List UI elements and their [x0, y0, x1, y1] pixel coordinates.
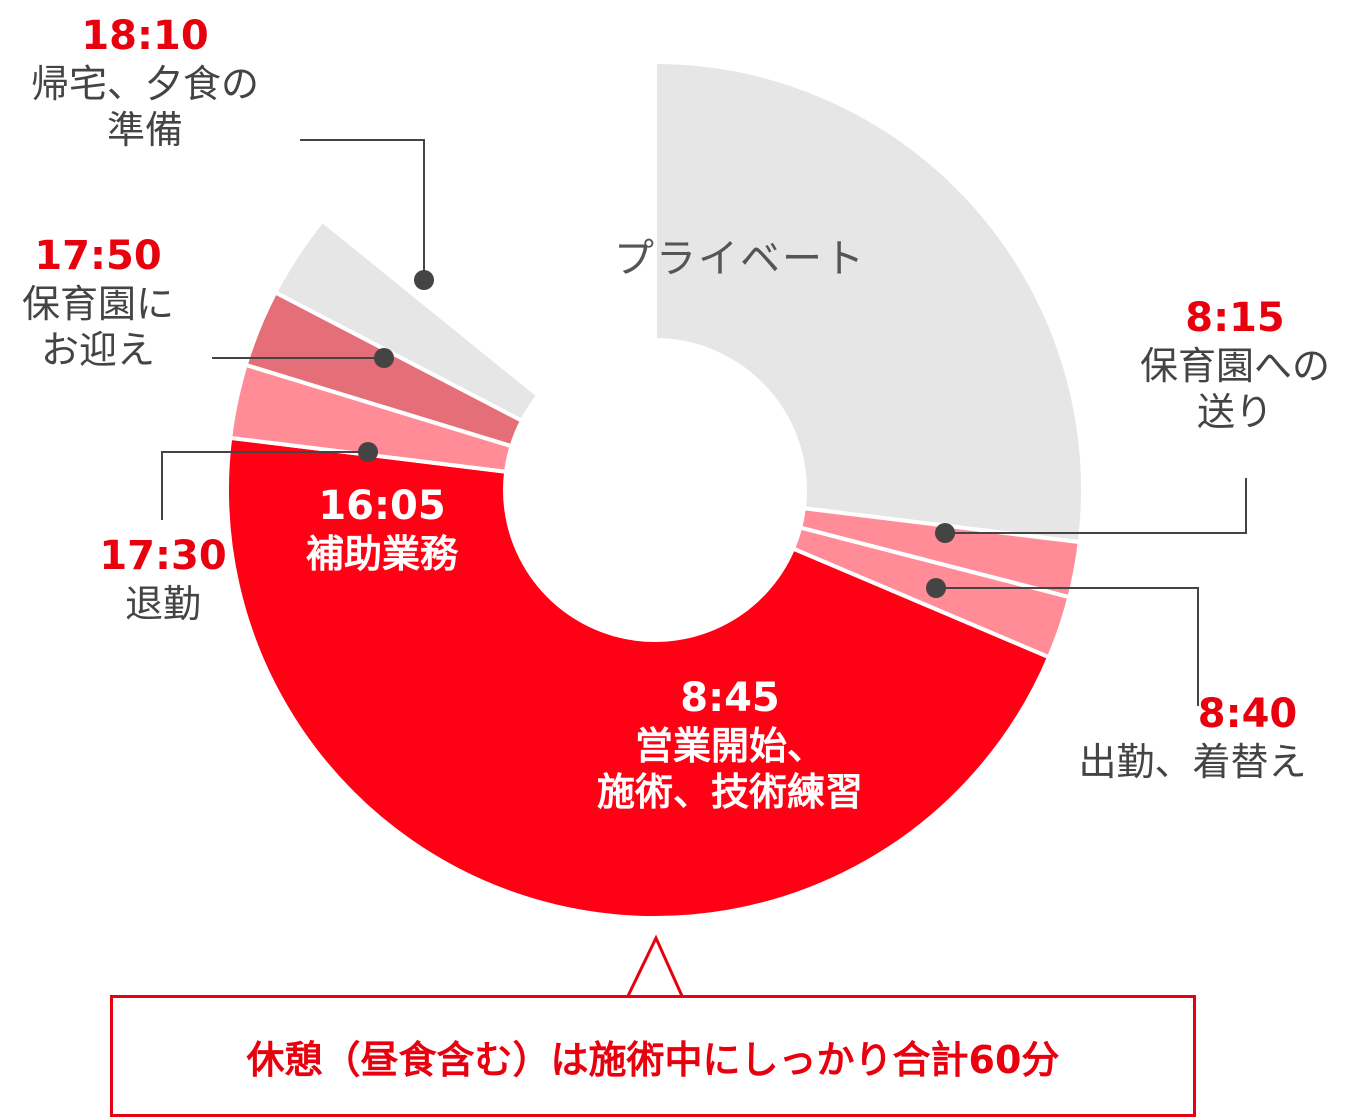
- segment-label-private: プライベート: [614, 236, 866, 282]
- donut-segments: [225, 59, 1085, 920]
- label-16-05: 16:05 補助業務: [272, 482, 492, 577]
- activity-text: 施術、技術練習: [596, 770, 863, 815]
- leader-line: [945, 478, 1247, 534]
- label-17-30: 17:30 退勤: [88, 532, 238, 627]
- activity-text: 補助業務: [305, 531, 458, 576]
- activity-text: 営業開始、: [634, 723, 825, 768]
- note-text: 休憩（昼食含む）は施術中にしっかり合計60分: [246, 1037, 1060, 1082]
- donut-segment: [272, 217, 542, 424]
- callout-pointer: [626, 934, 684, 997]
- leader-line: [936, 587, 1199, 706]
- leader-dot: [926, 578, 946, 598]
- time-text: 8:40: [1197, 691, 1298, 737]
- leader-lines: [161, 139, 1247, 706]
- time-text: 17:30: [99, 533, 227, 579]
- time-text: 18:10: [81, 13, 209, 59]
- label-18-10: 18:10 帰宅、夕食の 準備: [0, 12, 290, 154]
- donut-segment: [653, 59, 1085, 545]
- time-text: 8:45: [680, 675, 780, 721]
- activity-text: 送り: [1196, 390, 1273, 435]
- activity-text: 保育園に: [21, 281, 174, 326]
- label-8-45: 8:45 営業開始、 施術、技術練習: [540, 674, 920, 816]
- time-text: 8:15: [1185, 295, 1285, 341]
- activity-text: 退勤: [124, 581, 201, 626]
- leader-dot: [374, 348, 394, 368]
- label-8-40: 8:40 出勤、着替え: [1040, 690, 1345, 785]
- donut-segment: [225, 435, 1052, 920]
- activity-text: 出勤、着替え: [1078, 739, 1307, 784]
- leader-dot: [358, 442, 378, 462]
- leader-line: [161, 451, 368, 520]
- leader-dot: [414, 270, 434, 290]
- time-text: 16:05: [318, 483, 446, 529]
- activity-text: 帰宅、夕食の: [30, 61, 259, 106]
- leader-dot: [935, 523, 955, 543]
- time-text: 17:50: [34, 233, 162, 279]
- activity-text: 準備: [106, 108, 183, 153]
- note-callout: 休憩（昼食含む）は施術中にしっかり合計60分: [110, 995, 1196, 1117]
- label-17-50: 17:50 保育園に お迎え: [0, 232, 196, 374]
- activity-text: 保育園への: [1139, 343, 1330, 388]
- activity-text: お迎え: [40, 328, 155, 373]
- label-8-15: 8:15 保育園への 送り: [1110, 294, 1360, 436]
- leader-line: [300, 139, 425, 280]
